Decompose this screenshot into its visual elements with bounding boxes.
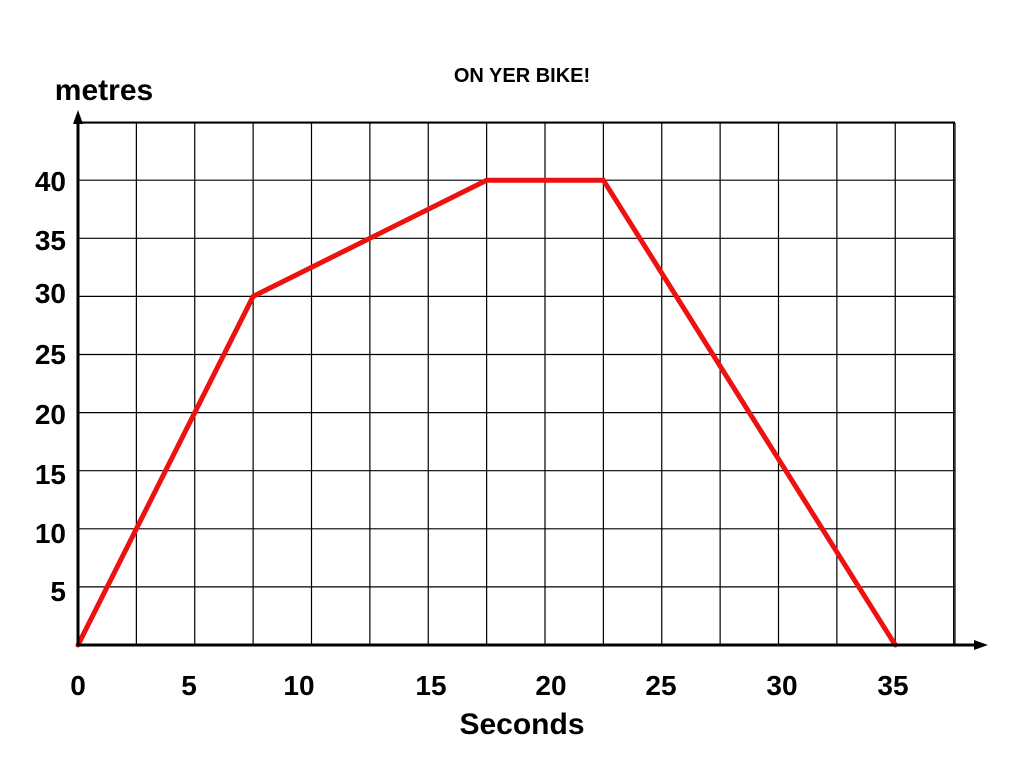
y-tick-label: 35: [35, 225, 66, 256]
tick-labels: 0 5 10 15 20 25 30 35 5 10 15 20 25 30 35 40: [35, 166, 909, 701]
x-tick-label: 30: [766, 670, 797, 701]
axes: [73, 110, 988, 650]
chart-title: ON YER BIKE!: [454, 65, 590, 87]
data-point: [250, 293, 256, 299]
x-axis-arrow: [974, 640, 988, 650]
data-point: [484, 177, 490, 183]
x-axis-label: Seconds: [459, 708, 584, 741]
x-tick-label: 25: [645, 670, 676, 701]
y-tick-label: 20: [35, 399, 66, 430]
y-tick-label: 25: [35, 339, 66, 370]
y-axis-arrow: [73, 110, 83, 124]
x-tick-label: 5: [181, 670, 197, 701]
x-tick-label: 10: [283, 670, 314, 701]
y-tick-label: 40: [35, 166, 66, 197]
x-tick-label: 35: [877, 670, 908, 701]
data-point: [600, 177, 606, 183]
x-tick-label: 15: [415, 670, 446, 701]
y-tick-label: 15: [35, 459, 66, 490]
x-tick-label: 20: [535, 670, 566, 701]
x-tick-label: 0: [70, 670, 86, 701]
y-tick-label: 5: [50, 576, 66, 607]
series-layer: [75, 177, 898, 648]
y-axis-label: metres: [55, 74, 153, 107]
y-tick-label: 30: [35, 278, 66, 309]
y-tick-label: 10: [35, 518, 66, 549]
